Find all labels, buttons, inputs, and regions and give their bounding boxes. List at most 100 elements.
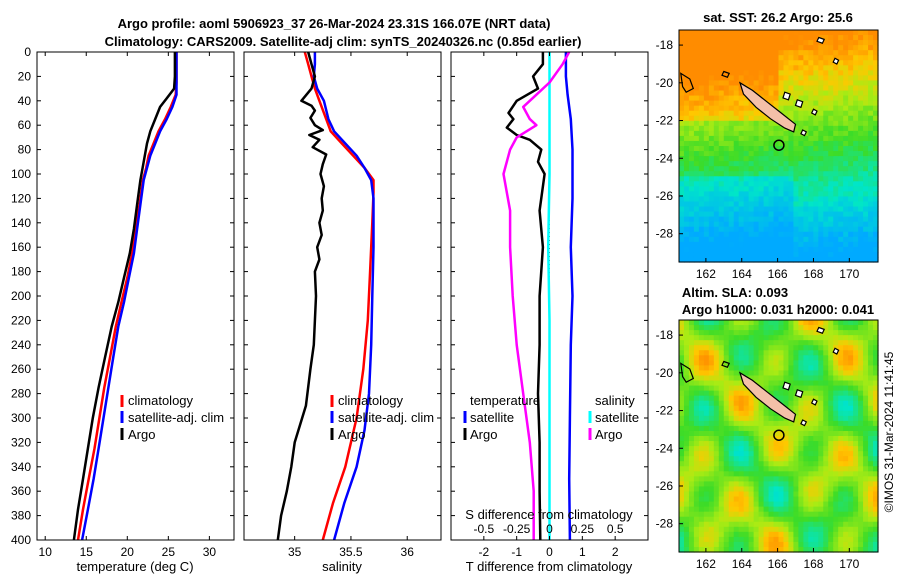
map-cell (733, 365, 740, 372)
map-cell (703, 55, 710, 61)
map-cell (798, 466, 804, 472)
map-cell (763, 120, 770, 127)
map-cell (853, 140, 859, 147)
map-cell (858, 181, 864, 187)
map-cell (683, 456, 690, 462)
map-cell (758, 181, 765, 187)
map-cell (773, 241, 780, 248)
map-cell (788, 395, 795, 402)
map-cell (693, 171, 700, 177)
map-cell (838, 340, 844, 346)
map-cell (753, 196, 760, 203)
map-cell (743, 120, 750, 127)
map-cell (813, 506, 819, 513)
map-cell (868, 521, 874, 528)
map-cell (843, 325, 849, 331)
map-cell (778, 526, 785, 533)
map-cell (718, 216, 725, 223)
map-cell (818, 476, 824, 482)
legend-label-s-argo: Argo (595, 427, 622, 442)
map-cell (713, 325, 720, 331)
map-cell (753, 491, 760, 498)
map-cell (838, 110, 844, 117)
map-cell (768, 516, 775, 523)
map-cell (718, 405, 725, 412)
map-cell (763, 241, 770, 248)
map-cell (823, 151, 829, 157)
map-y-tick-label: -20 (656, 366, 674, 380)
map-cell (728, 370, 735, 377)
map-cell (693, 45, 700, 51)
map-cell (828, 80, 834, 87)
map-cell (803, 140, 809, 147)
map-cell (728, 451, 735, 457)
map-cell (753, 456, 760, 462)
map-cell (708, 320, 715, 326)
map-cell (858, 186, 864, 192)
map-cell (708, 60, 715, 66)
map-cell (868, 385, 874, 392)
map-cell (703, 325, 710, 331)
map-cell (693, 350, 700, 356)
map-cell (758, 110, 765, 117)
map-cell (853, 186, 859, 192)
map-cell (679, 135, 685, 142)
map-cell (813, 181, 819, 187)
map-x-tick-label: 164 (732, 557, 752, 571)
map-cell (698, 256, 705, 263)
map-cell (708, 370, 715, 377)
map-cell (683, 206, 690, 213)
map-cell (793, 335, 799, 341)
map-cell (778, 191, 785, 198)
map-cell (818, 151, 824, 157)
map-cell (679, 446, 685, 452)
map-cell (868, 105, 874, 112)
map-cell (733, 456, 740, 462)
map-cell (738, 516, 745, 523)
map-cell (733, 115, 740, 122)
map-cell (713, 251, 720, 258)
map-cell (698, 146, 705, 152)
map-cell (848, 395, 854, 402)
map-cell (763, 246, 770, 253)
map-cell (828, 45, 834, 51)
map-cell (748, 365, 755, 372)
map-cell (873, 216, 879, 223)
map-cell (723, 481, 730, 488)
s-tick-label: -0.5 (473, 522, 494, 536)
map-cell (798, 221, 804, 228)
map-cell (758, 456, 765, 462)
map-cell (703, 50, 710, 56)
map-cell (768, 375, 775, 382)
map-cell (788, 446, 795, 452)
map-cell (738, 221, 745, 228)
map-cell (703, 390, 710, 397)
map-cell (813, 90, 819, 97)
map-cell (798, 256, 804, 263)
map-cell (838, 50, 844, 56)
map-cell (813, 226, 819, 233)
map-cell (828, 156, 834, 162)
map-cell (813, 146, 819, 152)
map-cell (833, 370, 839, 377)
map-cell (868, 191, 874, 198)
map-cell (873, 135, 879, 142)
map-cell (733, 241, 740, 248)
map-cell (708, 156, 715, 162)
map-cell (748, 151, 755, 157)
map-cell (703, 506, 710, 513)
map-cell (848, 161, 854, 167)
map-cell (868, 325, 874, 331)
map-cell (748, 436, 755, 442)
map-cell (853, 70, 859, 76)
map-cell (758, 415, 765, 422)
map-cell (773, 256, 780, 263)
map-cell (738, 30, 745, 36)
map-cell (868, 130, 874, 137)
map-cell (823, 171, 829, 177)
map-cell (758, 360, 765, 366)
map-cell (713, 536, 720, 543)
s-tick-label: 0.5 (607, 522, 624, 536)
map-cell (773, 360, 780, 366)
map-cell (773, 125, 780, 132)
